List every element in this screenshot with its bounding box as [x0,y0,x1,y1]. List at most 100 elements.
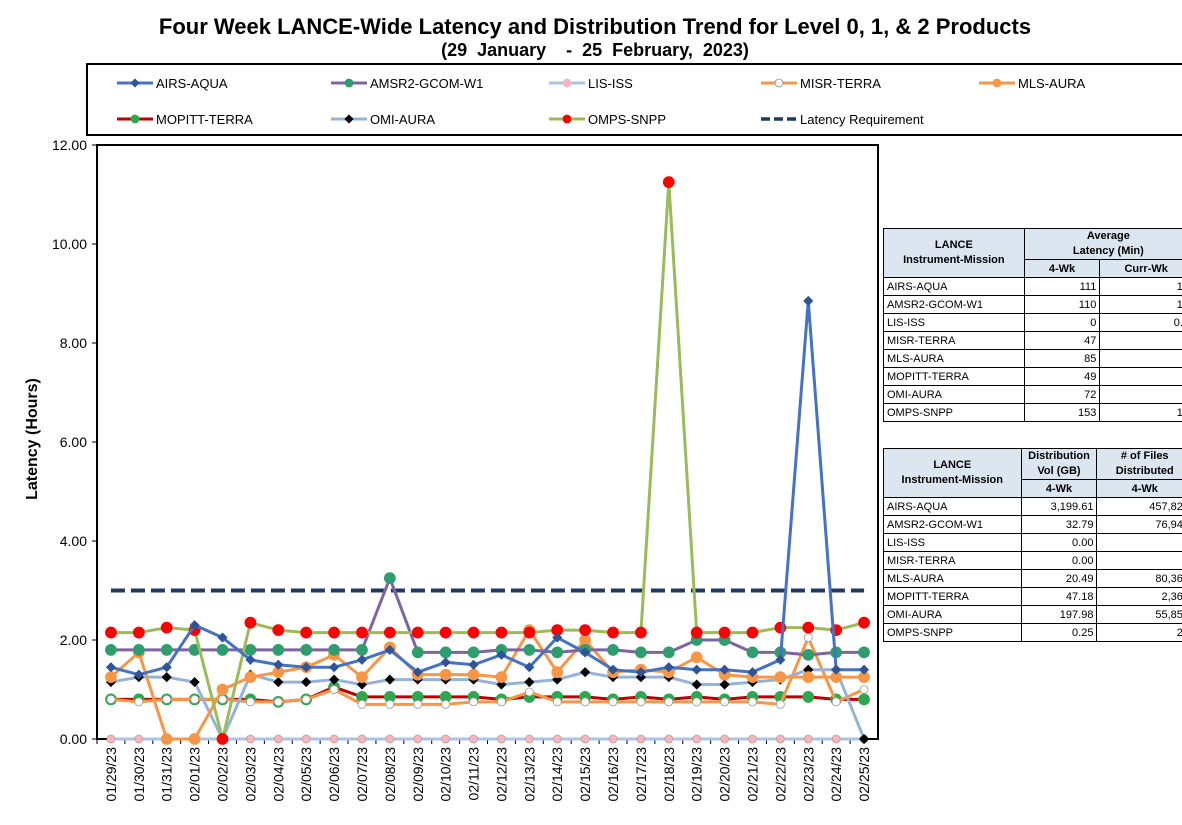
legend-item-latency-requirement: Latency Requirement [760,110,924,128]
data-point [802,621,815,634]
data-point [858,646,870,659]
x-tick-label: 01/31/23 [159,747,175,802]
series-misr-terra [106,633,869,709]
latency-instrument-cell: AMSR2-GCOM-W1 [883,295,1025,314]
latency-value-cell: 0.0 [1099,313,1182,332]
legend-item-misr-terra: MISR-TERRA [760,74,881,92]
data-point [189,620,200,631]
legend-marker [562,114,572,124]
legend-item-omi-aura: OMI-AURA [330,110,435,128]
latency-value-cell: 13 [1099,403,1182,422]
legend-marker [344,78,354,88]
x-tick-label: 02/17/23 [633,747,649,802]
x-tick-label: 02/22/23 [772,747,788,802]
data-point [495,671,508,684]
data-point [190,695,200,704]
distribution-value-cell: 80,365 [1096,569,1182,588]
data-point [301,695,311,704]
x-tick-label: 02/12/23 [493,747,509,802]
data-point [383,572,396,585]
legend-item-lis-iss: LIS-ISS [548,74,633,92]
latency-value-cell: 4 [1099,367,1182,386]
data-point [579,634,592,646]
data-point [524,734,534,744]
data-point [803,295,814,306]
data-point [580,647,591,658]
data-point [440,657,451,668]
data-point [802,691,815,703]
distribution-instrument-cell: AIRS-AQUA [883,497,1022,516]
y-tick-label: 0.00 [60,731,87,747]
data-point [748,734,757,744]
distribution-value-cell: 2,363 [1096,587,1182,606]
x-tick-label: 02/25/23 [856,747,872,802]
data-point [831,697,841,707]
data-point [552,734,562,744]
data-point [858,733,870,745]
data-point [412,667,423,678]
distribution-table-wrap: LANCE Instrument-Mission Distribution Vol … [883,448,1182,648]
latency-instrument-cell: MISR-TERRA [883,331,1025,350]
latency-value-cell: 72 [1023,385,1101,404]
latency-instrument-cell: OMPS-SNPP [883,403,1025,422]
data-point [106,734,116,744]
series-line [110,299,865,677]
data-point [635,626,647,639]
y-tick-label: 12.00 [52,137,87,153]
data-point [831,664,842,675]
legend-label: OMI-AURA [370,111,435,127]
distribution-instrument-cell: MISR-TERRA [883,551,1022,570]
data-point [244,644,257,656]
data-point [245,654,256,665]
data-point [383,626,396,639]
latency-row: OMI-AURA727 [883,385,1182,404]
data-point [692,697,702,707]
data-point [467,668,480,681]
x-tick-label: 01/29/23 [103,747,119,802]
data-point [134,697,144,707]
data-point [105,626,117,639]
x-tick-label: 02/13/23 [521,747,537,802]
data-point [356,671,368,684]
data-point [329,734,339,744]
latency-header-instrument: LANCE Instrument-Mission [883,228,1025,278]
distribution-value-cell: 0 [1096,533,1182,552]
legend-label: MISR-TERRA [800,75,881,91]
data-point [691,679,702,690]
legend-swatch [761,78,797,88]
x-tick-label: 02/01/23 [187,747,203,802]
data-point [384,644,395,655]
data-point [719,679,730,690]
latency-header-avg: Average Latency (Min) [1023,228,1182,260]
data-point [441,699,451,709]
data-point [552,632,563,643]
latency-value-cell: 5 [1099,331,1182,350]
data-point [411,646,424,659]
data-point [803,633,813,642]
legend-swatch [331,78,367,88]
latency-row: MLS-AURA857 [883,349,1182,368]
distribution-value-cell: 197.98 [1020,605,1098,624]
distribution-instrument-cell: OMPS-SNPP [883,623,1022,642]
data-point [607,626,619,639]
data-point [328,626,340,639]
x-tick-label: 02/10/23 [438,747,454,802]
data-point [132,644,145,656]
latency-value-cell: 7 [1099,385,1182,404]
x-tick-label: 02/04/23 [270,747,286,802]
legend-label: OMPS-SNPP [588,111,667,127]
x-tick-label: 02/09/23 [410,747,426,802]
data-point [467,646,480,659]
legend-marker [344,114,354,124]
data-point [859,685,869,694]
data-point [579,624,592,636]
data-point [497,697,506,707]
x-tick-label: 02/16/23 [605,747,621,802]
data-point [134,734,144,744]
x-tick-label: 02/21/23 [744,747,760,802]
y-tick-label: 2.00 [60,632,87,648]
data-point [105,662,117,673]
